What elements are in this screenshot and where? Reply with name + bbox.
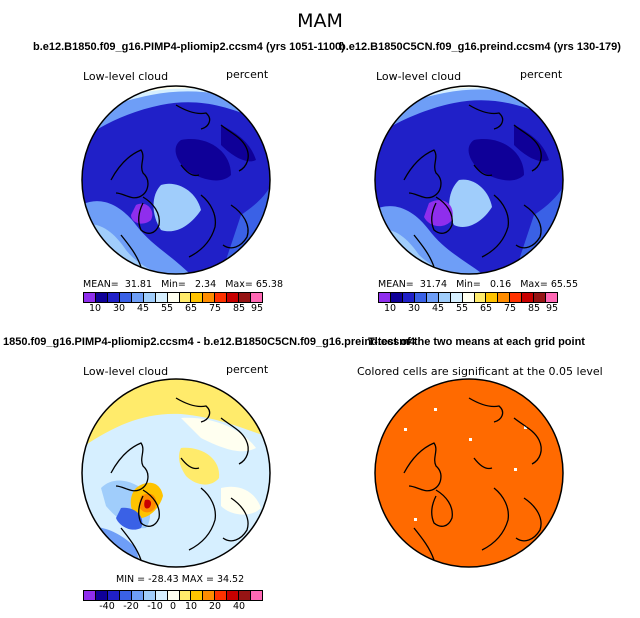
panel2-colorbar-ticks: 10 30 45 55 65 75 85 95 (378, 303, 558, 315)
colorbar-swatch (227, 591, 240, 600)
panel3-variable-label: Low-level cloud (83, 365, 169, 378)
panel2-colorbar (378, 292, 558, 303)
colorbar-swatch (95, 591, 108, 600)
colorbar-tick-label: 55 (455, 303, 469, 314)
colorbar-swatch (203, 293, 216, 302)
colorbar-swatch (179, 591, 192, 600)
colorbar-tick-label: 75 (208, 303, 222, 314)
colorbar-tick-label: 65 (184, 303, 198, 314)
colorbar-swatch (131, 591, 144, 600)
colorbar-swatch (107, 293, 120, 302)
colorbar-swatch (84, 591, 96, 600)
panel1-variable-label: Low-level cloud (83, 70, 169, 83)
panel2-title: b.e12.B1850C5CN.f09_g16.preind.ccsm4 (yr… (339, 41, 621, 53)
panel1-units-label: percent (226, 68, 269, 81)
colorbar-tick-label: 85 (232, 303, 246, 314)
colorbar-tick-label: -10 (147, 601, 163, 612)
colorbar-swatch (84, 293, 96, 302)
colorbar-swatch (534, 293, 547, 302)
colorbar-swatch (239, 293, 252, 302)
colorbar-swatch (167, 591, 180, 600)
colorbar-tick-label: 85 (527, 303, 541, 314)
colorbar-swatch (510, 293, 523, 302)
panel3-units-label: percent (226, 363, 269, 376)
colorbar-swatch (426, 293, 439, 302)
colorbar-tick-label: 0 (169, 601, 177, 612)
colorbar-tick-label: 55 (160, 303, 174, 314)
panel1-colorbar-ticks: 10 30 45 55 65 75 85 95 (83, 303, 263, 315)
colorbar-swatch (179, 293, 192, 302)
colorbar-swatch (143, 591, 156, 600)
colorbar-swatch (119, 591, 132, 600)
colorbar-swatch (486, 293, 499, 302)
colorbar-swatch (155, 293, 168, 302)
colorbar-swatch (239, 591, 252, 600)
colorbar-swatch (474, 293, 487, 302)
panel2-units-label: percent (520, 68, 563, 81)
colorbar-swatch (227, 293, 240, 302)
colorbar-swatch (191, 591, 204, 600)
panel1-title: b.e12.B1850.f09_g16.PIMP4-pliomip2.ccsm4… (33, 41, 345, 53)
colorbar-swatch (450, 293, 463, 302)
colorbar-swatch (131, 293, 144, 302)
colorbar-swatch (155, 591, 168, 600)
colorbar-tick-label: 20 (208, 601, 222, 612)
colorbar-tick-label: 95 (250, 303, 264, 314)
figure-title: MAM (297, 10, 343, 32)
colorbar-swatch (119, 293, 132, 302)
colorbar-tick-label: 40 (232, 601, 246, 612)
panel3-colorbar-ticks: -40 -20 -10 0 10 20 40 (83, 601, 263, 613)
colorbar-swatch (498, 293, 511, 302)
panel3-stats: MIN = -28.43 MAX = 34.52 (116, 574, 245, 585)
panel1-polar-map (81, 85, 271, 275)
panel3-polar-map (81, 378, 271, 568)
colorbar-swatch (143, 293, 156, 302)
colorbar-swatch (215, 293, 228, 302)
colorbar-tick-label: 10 (88, 303, 102, 314)
panel2-stats: MEAN= 31.74 Min= 0.16 Max= 65.55 (378, 279, 579, 290)
colorbar-tick-label: 10 (383, 303, 397, 314)
panel1-colorbar (83, 292, 263, 303)
colorbar-swatch (390, 293, 403, 302)
colorbar-swatch (95, 293, 108, 302)
panel4-significance-label: Colored cells are significant at the 0.0… (357, 365, 603, 378)
colorbar-tick-label: 30 (407, 303, 421, 314)
colorbar-swatch (462, 293, 475, 302)
colorbar-tick-label: 45 (136, 303, 150, 314)
panel2-variable-label: Low-level cloud (376, 70, 462, 83)
colorbar-tick-label: 95 (545, 303, 559, 314)
colorbar-swatch (251, 591, 263, 600)
panel4-significance-map (374, 378, 564, 568)
colorbar-swatch (414, 293, 427, 302)
colorbar-swatch (107, 591, 120, 600)
colorbar-tick-label: -20 (123, 601, 139, 612)
colorbar-swatch (191, 293, 204, 302)
colorbar-swatch (379, 293, 391, 302)
colorbar-swatch (215, 591, 228, 600)
panel3-title: 1850.f09_g16.PIMP4-pliomip2.ccsm4 - b.e1… (3, 336, 416, 348)
colorbar-swatch (522, 293, 535, 302)
colorbar-tick-label: 75 (503, 303, 517, 314)
colorbar-tick-label: 30 (112, 303, 126, 314)
colorbar-tick-label: 45 (431, 303, 445, 314)
colorbar-swatch (546, 293, 558, 302)
colorbar-swatch (167, 293, 180, 302)
colorbar-swatch (203, 591, 216, 600)
panel3-colorbar (83, 590, 263, 601)
colorbar-swatch (251, 293, 263, 302)
panel1-stats: MEAN= 31.81 Min= 2.34 Max= 65.38 (83, 279, 284, 290)
colorbar-swatch (438, 293, 451, 302)
colorbar-tick-label: -40 (99, 601, 115, 612)
panel4-title: T-test of the two means at each grid poi… (368, 336, 585, 348)
colorbar-tick-label: 65 (479, 303, 493, 314)
panel2-polar-map (374, 85, 564, 275)
colorbar-tick-label: 10 (184, 601, 198, 612)
colorbar-swatch (402, 293, 415, 302)
